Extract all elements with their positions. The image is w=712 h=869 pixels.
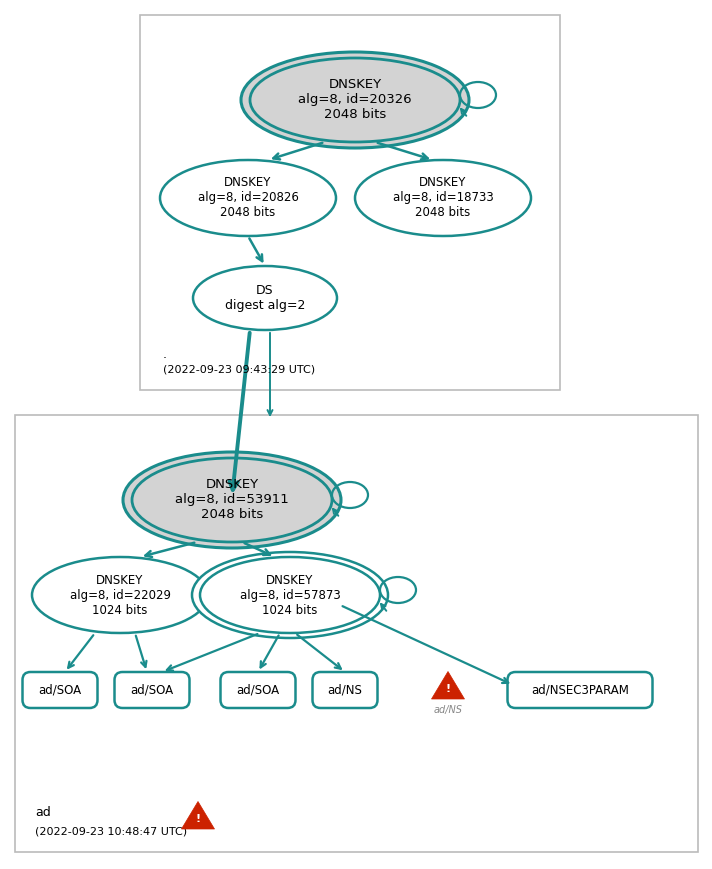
- Text: DNSKEY
alg=8, id=57873
1024 bits: DNSKEY alg=8, id=57873 1024 bits: [240, 574, 340, 616]
- Ellipse shape: [250, 58, 460, 142]
- FancyBboxPatch shape: [115, 672, 189, 708]
- Ellipse shape: [132, 458, 332, 542]
- Text: !: !: [195, 814, 201, 824]
- Text: !: !: [446, 684, 451, 694]
- Ellipse shape: [192, 552, 388, 638]
- Text: DNSKEY
alg=8, id=53911
2048 bits: DNSKEY alg=8, id=53911 2048 bits: [175, 479, 289, 521]
- Text: (2022-09-23 10:48:47 UTC): (2022-09-23 10:48:47 UTC): [35, 827, 187, 837]
- FancyBboxPatch shape: [508, 672, 652, 708]
- Ellipse shape: [355, 160, 531, 236]
- Ellipse shape: [241, 52, 469, 148]
- Text: ad/NS: ad/NS: [434, 705, 463, 714]
- Text: ad/SOA: ad/SOA: [38, 684, 82, 696]
- Text: ad/NS: ad/NS: [328, 684, 362, 696]
- Text: DNSKEY
alg=8, id=20326
2048 bits: DNSKEY alg=8, id=20326 2048 bits: [298, 78, 412, 122]
- Ellipse shape: [200, 557, 380, 633]
- FancyBboxPatch shape: [15, 415, 698, 852]
- Polygon shape: [182, 801, 214, 829]
- FancyBboxPatch shape: [221, 672, 295, 708]
- Polygon shape: [431, 672, 464, 699]
- FancyBboxPatch shape: [23, 672, 98, 708]
- Text: DNSKEY
alg=8, id=22029
1024 bits: DNSKEY alg=8, id=22029 1024 bits: [70, 574, 170, 616]
- FancyBboxPatch shape: [140, 15, 560, 390]
- Text: DNSKEY
alg=8, id=20826
2048 bits: DNSKEY alg=8, id=20826 2048 bits: [197, 176, 298, 220]
- FancyBboxPatch shape: [313, 672, 377, 708]
- Text: DNSKEY
alg=8, id=18733
2048 bits: DNSKEY alg=8, id=18733 2048 bits: [392, 176, 493, 220]
- Text: .: .: [163, 348, 167, 362]
- Text: ad/SOA: ad/SOA: [236, 684, 280, 696]
- Text: ad: ad: [35, 806, 51, 819]
- Text: ad/NSEC3PARAM: ad/NSEC3PARAM: [531, 684, 629, 696]
- Ellipse shape: [160, 160, 336, 236]
- Ellipse shape: [193, 266, 337, 330]
- Text: ad/SOA: ad/SOA: [130, 684, 174, 696]
- Ellipse shape: [123, 452, 341, 548]
- Text: (2022-09-23 09:43:29 UTC): (2022-09-23 09:43:29 UTC): [163, 365, 315, 375]
- Ellipse shape: [32, 557, 208, 633]
- Text: DS
digest alg=2: DS digest alg=2: [225, 284, 305, 312]
